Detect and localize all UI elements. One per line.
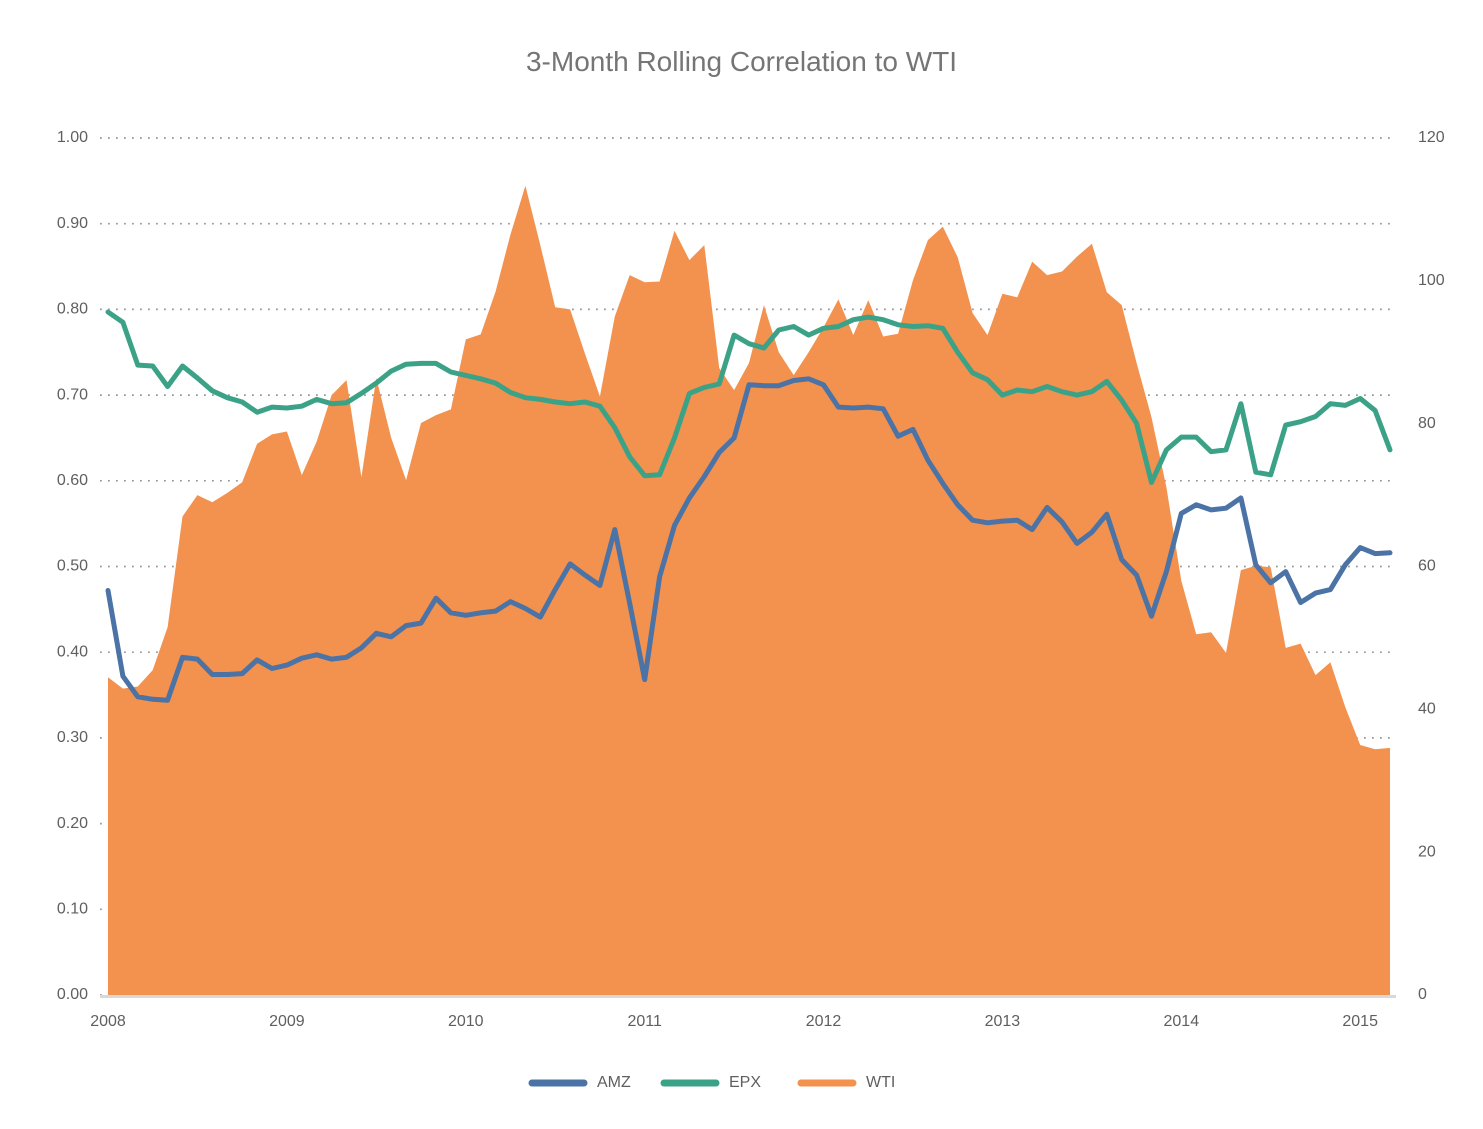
epx-line-series: [105, 309, 1393, 485]
y-right-tick-label: 20: [1418, 843, 1436, 860]
y-left-tick-label: 0.10: [57, 901, 88, 918]
x-year-tick-label: 2012: [806, 1013, 842, 1030]
y-left-tick-label: 0.00: [57, 986, 88, 1003]
legend-item-amz: AMZ: [528, 1074, 631, 1091]
y-right-tick-label: 0: [1418, 986, 1427, 1003]
legend-label-wti: WTI: [866, 1074, 895, 1091]
y-left-tick-label: 0.20: [57, 815, 88, 832]
y-left-tick-label: 0.90: [57, 215, 88, 232]
y-left-tick-label: 1.00: [57, 129, 88, 146]
y-right-tick-label: 100: [1418, 272, 1445, 289]
wti-area-series: [108, 185, 1390, 996]
y-left-tick-label: 0.40: [57, 643, 88, 660]
legend-label-epx: EPX: [729, 1074, 761, 1091]
x-year-tick-label: 2010: [448, 1013, 484, 1030]
y-right-tick-label: 60: [1418, 558, 1436, 575]
y-right-tick-label: 40: [1418, 701, 1436, 718]
legend-label-amz: AMZ: [597, 1074, 631, 1091]
x-year-tick-label: 2009: [269, 1013, 305, 1030]
chart-title: 3-Month Rolling Correlation to WTI: [525, 46, 958, 77]
y-left-tick-label: 0.50: [57, 558, 88, 575]
x-year-tick-label: 2015: [1342, 1013, 1378, 1030]
legend-item-epx: EPX: [660, 1074, 761, 1091]
chart-legend: AMZ EPX WTI: [528, 1074, 895, 1091]
y-left-tick-label: 0.30: [57, 729, 88, 746]
y-left-tick-label: 0.70: [57, 386, 88, 403]
amz-line-series: [105, 376, 1393, 703]
x-year-tick-label: 2013: [985, 1013, 1021, 1030]
x-axis-labels: 2008 2009 2010 2011 2012 2013 2014 2015: [90, 1013, 1378, 1030]
legend-item-wti: WTI: [797, 1074, 895, 1091]
y-left-tick-label: 0.60: [57, 472, 88, 489]
y-axis-left-labels: 0.00 0.10 0.20 0.30 0.40 0.50 0.60 0.70 0.80 0.90…: [57, 129, 88, 1003]
y-left-tick-label: 0.80: [57, 301, 88, 318]
y-right-tick-label: 120: [1418, 129, 1445, 146]
x-year-tick-label: 2008: [90, 1013, 126, 1030]
y-right-tick-label: 80: [1418, 415, 1436, 432]
y-axis-right-labels: 0 20 40 60 80 100 120: [1418, 129, 1445, 1003]
x-year-tick-label: 2011: [627, 1013, 662, 1030]
x-year-tick-label: 2014: [1164, 1013, 1200, 1030]
